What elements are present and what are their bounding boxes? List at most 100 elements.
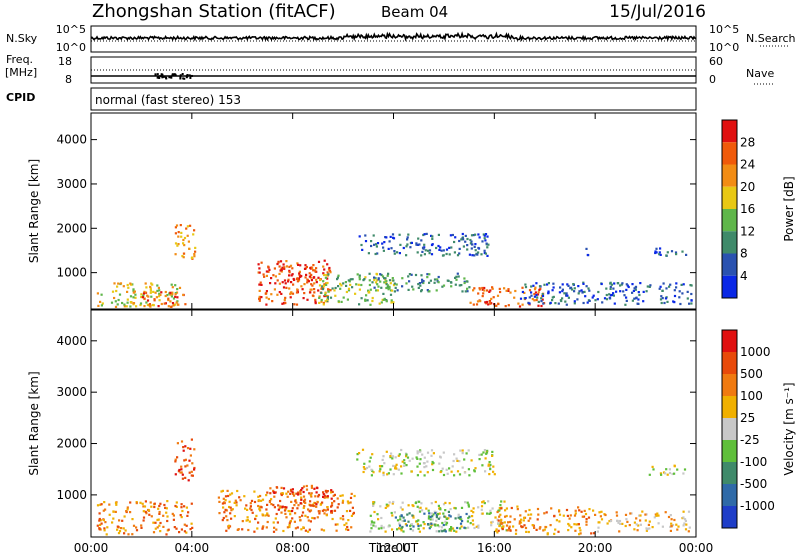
velocity-panel: 1000 2000 3000 4000 Slant Range [km] 1000 500 1… [27, 309, 796, 554]
power-colorbar-tick: 8 [740, 247, 748, 261]
velocity-ytick-label: 2000 [56, 437, 87, 451]
velocity-colorbar-label: Velocity [m s⁻¹] [782, 382, 796, 475]
freq-dip-point [171, 73, 174, 76]
freq-dip-point [156, 76, 159, 79]
power-ytick-label: 1000 [56, 266, 87, 280]
freq-dip-point [181, 73, 184, 76]
nsearch-label: N.Search [746, 32, 796, 45]
freq-dip-point [179, 74, 182, 77]
power-region-2 [174, 224, 197, 260]
power-region-9 [519, 281, 693, 306]
nsearch-tick-bottom: 10^0 [709, 41, 739, 54]
power-ytick-label: 3000 [56, 177, 87, 191]
velocity-colorbar-segment [722, 330, 737, 352]
velocity-colorbar-segment [722, 462, 737, 484]
freq-dip-point [154, 73, 157, 76]
power-colorbar-frame [721, 119, 738, 299]
freq-dip-point [179, 76, 182, 79]
date-label: 15/Jul/2016 [609, 2, 706, 22]
power-panel: 1000 2000 3000 4000 Slant Range [km] 4 8 12 16 20… [27, 112, 796, 310]
freq-dip-point [161, 73, 164, 76]
freq-dip-point [179, 77, 182, 80]
nsky-trace [90, 31, 697, 42]
velocity-ytick-label: 1000 [56, 488, 87, 502]
freq-dip-point [158, 76, 161, 79]
power-colorbar-segment [722, 120, 737, 143]
freq-dip-point [182, 77, 185, 80]
velocity-colorbar-tick: 100 [740, 389, 763, 403]
velocity-colorbar-segment [722, 396, 737, 418]
cpid-label: CPID [6, 91, 35, 104]
xtick-label: 00:00 [679, 541, 714, 554]
station-title: Zhongshan Station (fitACF) [92, 1, 336, 22]
power-colorbar-tick: 4 [740, 269, 748, 283]
velocity-region-0 [96, 500, 194, 536]
velocity-region-8 [596, 510, 691, 533]
freq-dip-point [163, 75, 166, 78]
velocity-colorbar-segment [722, 352, 737, 374]
power-ylabel: Slant Range [km] [27, 159, 41, 263]
velocity-ytick-label: 3000 [56, 385, 87, 399]
power-colorbar-label: Power [dB] [782, 176, 796, 241]
power-colorbar-tick: 16 [740, 202, 755, 216]
freq-label: Freq. [6, 53, 33, 66]
power-region-11 [654, 247, 688, 257]
nave-tick-top: 60 [709, 55, 723, 68]
power-colorbar-segment [722, 142, 737, 165]
velocity-colorbar-segment [722, 440, 737, 462]
freq-dip-point [156, 73, 159, 76]
power-ytick-label: 4000 [56, 133, 87, 147]
velocity-region-3 [269, 484, 336, 513]
beam-label: Beam 04 [381, 3, 448, 21]
cpid-strip-frame [90, 87, 697, 111]
freq-trace [91, 69, 696, 80]
velocity-region-7 [494, 505, 597, 536]
velocity-colorbar-segment [722, 506, 737, 528]
freq-dip-point [191, 74, 194, 77]
velocity-ylabel: Slant Range [km] [27, 371, 41, 475]
xlabel: Time UT [368, 541, 419, 554]
power-colorbar-tick: 24 [740, 158, 755, 172]
freq-dip-point [171, 74, 174, 77]
xtick-label: 16:00 [477, 541, 512, 554]
power-region-10 [585, 247, 590, 257]
nsearch-tick-top: 10^5 [709, 23, 739, 36]
nsky-tick-top: 10^5 [56, 23, 86, 36]
xtick-label: 12:00 [376, 541, 411, 554]
velocity-ytick-label: 4000 [56, 334, 87, 348]
power-ytick-label: 2000 [56, 221, 87, 235]
freq-dip-point [189, 76, 192, 79]
nsky-label: N.Sky [6, 32, 38, 45]
velocity-colorbar-segment [722, 418, 737, 440]
power-colorbar-segment [722, 275, 737, 298]
velocity-colorbar-tick: 25 [740, 411, 755, 425]
velocity-colorbar-tick: -100 [740, 455, 767, 469]
freq-dip-point [159, 75, 162, 78]
power-region-0 [96, 282, 182, 308]
velocity-region-9 [648, 464, 687, 476]
velocity-colorbar-segment [722, 484, 737, 506]
power-colorbar-segment [722, 253, 737, 276]
velocity-region-5 [369, 500, 508, 533]
velocity-colorbar-frame [721, 329, 738, 529]
power-colorbar-tick: 20 [740, 180, 755, 194]
nsky-tick-bottom: 10^0 [56, 41, 86, 54]
velocity-colorbar-tick: 1000 [740, 345, 771, 359]
xtick-label: 08:00 [275, 541, 310, 554]
power-region-3 [257, 259, 332, 306]
velocity-region-6 [394, 510, 471, 533]
freq-dip-point [174, 74, 177, 77]
xtick-label: 20:00 [578, 541, 613, 554]
freq-dip-point [188, 74, 191, 77]
freq-dip-point [186, 74, 189, 77]
freq-dip-point [183, 77, 186, 80]
power-region-8 [469, 286, 546, 308]
power-colorbar-segment [722, 231, 737, 254]
nsky-strip-frame [90, 25, 697, 53]
velocity-colorbar-tick: 500 [740, 367, 763, 381]
heatmap-panels: 1000 2000 3000 4000 Slant Range [km] 4 8 12 16 20… [27, 112, 796, 554]
nave-tick-bottom: 0 [709, 73, 716, 86]
xtick-label: 00:00 [74, 541, 109, 554]
freq-dip-point [168, 76, 171, 79]
